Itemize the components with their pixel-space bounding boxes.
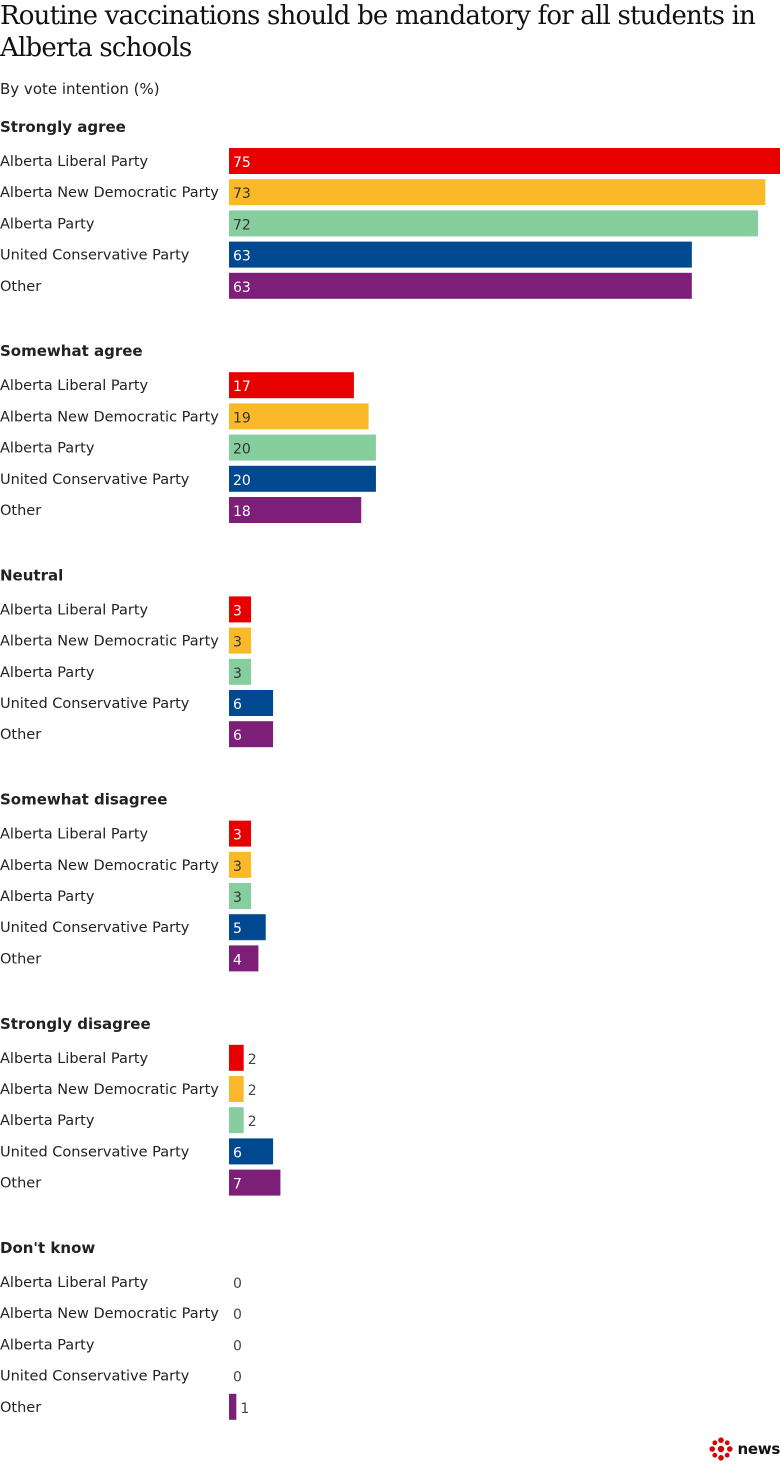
data-label: 1 — [240, 1401, 249, 1417]
data-label: 3 — [233, 603, 242, 619]
bar — [229, 1044, 244, 1071]
bar — [229, 883, 252, 909]
data-label: 63 — [233, 249, 251, 265]
category-label: United Conservative Party — [0, 1144, 190, 1160]
group-heading: Somewhat disagree — [0, 791, 167, 809]
data-label: 63 — [233, 280, 251, 296]
bar — [229, 179, 766, 206]
category-label: United Conservative Party — [0, 920, 190, 936]
category-label: United Conservative Party — [0, 696, 190, 712]
group-heading: Strongly disagree — [0, 1015, 151, 1033]
group-heading: Somewhat agree — [0, 342, 143, 360]
data-label: 7 — [233, 1177, 242, 1193]
bar — [229, 851, 252, 878]
category-label: United Conservative Party — [0, 248, 190, 264]
brand-label: news — [737, 1440, 780, 1458]
data-label: 3 — [233, 635, 242, 651]
data-label: 0 — [233, 1276, 242, 1292]
bar — [229, 1107, 244, 1134]
bar — [229, 372, 354, 399]
bar — [229, 627, 252, 654]
bar — [229, 596, 252, 623]
category-label: Alberta New Democratic Party — [0, 1082, 219, 1098]
data-label: 3 — [233, 890, 242, 906]
category-label: Alberta Liberal Party — [0, 827, 149, 843]
bar — [229, 403, 369, 430]
group-heading: Don't know — [0, 1239, 95, 1257]
category-label: Alberta Party — [0, 1113, 95, 1129]
category-label: Alberta Liberal Party — [0, 1275, 149, 1291]
category-label: Alberta New Democratic Party — [0, 634, 219, 650]
data-label: 4 — [233, 952, 242, 968]
category-label: United Conservative Party — [0, 472, 190, 488]
data-label: 2 — [248, 1083, 257, 1099]
data-label: 6 — [233, 697, 242, 713]
bar — [229, 1169, 281, 1196]
bar — [229, 1393, 237, 1420]
data-label: 0 — [233, 1307, 242, 1323]
cbc-news-logo: news — [708, 1436, 780, 1462]
bar — [229, 658, 252, 685]
bar — [229, 148, 780, 174]
bar — [229, 690, 274, 716]
bar — [229, 272, 692, 299]
category-label: Alberta New Democratic Party — [0, 409, 219, 425]
category-label: Alberta Liberal Party — [0, 1051, 149, 1067]
data-label: 6 — [233, 728, 242, 744]
category-label: Alberta New Democratic Party — [0, 858, 219, 874]
data-label: 20 — [233, 473, 251, 489]
category-label: Alberta Party — [0, 441, 95, 457]
category-label: Alberta Party — [0, 665, 95, 681]
bar — [229, 210, 758, 237]
data-label: 19 — [233, 410, 251, 426]
category-label: Alberta New Democratic Party — [0, 1306, 219, 1322]
data-label: 75 — [233, 155, 251, 171]
category-label: United Conservative Party — [0, 1369, 190, 1385]
data-label: 5 — [233, 921, 242, 937]
bar — [229, 820, 252, 847]
data-label: 72 — [233, 217, 251, 233]
cbc-gem-icon — [708, 1437, 733, 1461]
category-label: Alberta New Democratic Party — [0, 185, 219, 201]
data-label: 2 — [248, 1114, 257, 1130]
category-label: Alberta Liberal Party — [0, 378, 149, 394]
category-label: Other — [0, 1400, 41, 1416]
data-label: 18 — [233, 504, 251, 520]
bar — [229, 1138, 274, 1165]
bar — [229, 914, 266, 941]
data-label: 0 — [233, 1338, 242, 1354]
bar — [229, 945, 259, 972]
data-label: 0 — [233, 1370, 242, 1386]
category-label: Other — [0, 503, 41, 519]
data-label: 17 — [233, 379, 251, 395]
bar — [229, 497, 362, 523]
category-label: Other — [0, 951, 41, 967]
category-label: Alberta Party — [0, 216, 95, 232]
data-label: 3 — [233, 666, 242, 682]
chart-title: Routine vaccinations should be mandatory… — [0, 1, 756, 63]
group-heading: Neutral — [0, 566, 63, 584]
category-label: Alberta Liberal Party — [0, 602, 149, 618]
data-label: 6 — [233, 1145, 242, 1161]
category-label: Other — [0, 1176, 41, 1192]
group-heading: Strongly agree — [0, 118, 126, 136]
bar — [229, 434, 376, 461]
category-label: Other — [0, 727, 41, 743]
bar — [229, 1076, 244, 1102]
category-label: Alberta Liberal Party — [0, 154, 149, 170]
data-label: 2 — [248, 1052, 257, 1068]
data-label: 20 — [233, 442, 251, 458]
category-label: Alberta Party — [0, 889, 95, 905]
category-label: Other — [0, 279, 41, 295]
chart-subtitle: By vote intention (%) — [0, 80, 160, 98]
bar — [229, 241, 692, 268]
category-label: Alberta Party — [0, 1337, 95, 1353]
bar — [229, 721, 274, 748]
data-label: 73 — [233, 186, 251, 202]
data-label: 3 — [233, 828, 242, 844]
bar — [229, 465, 376, 492]
data-label: 3 — [233, 859, 242, 875]
